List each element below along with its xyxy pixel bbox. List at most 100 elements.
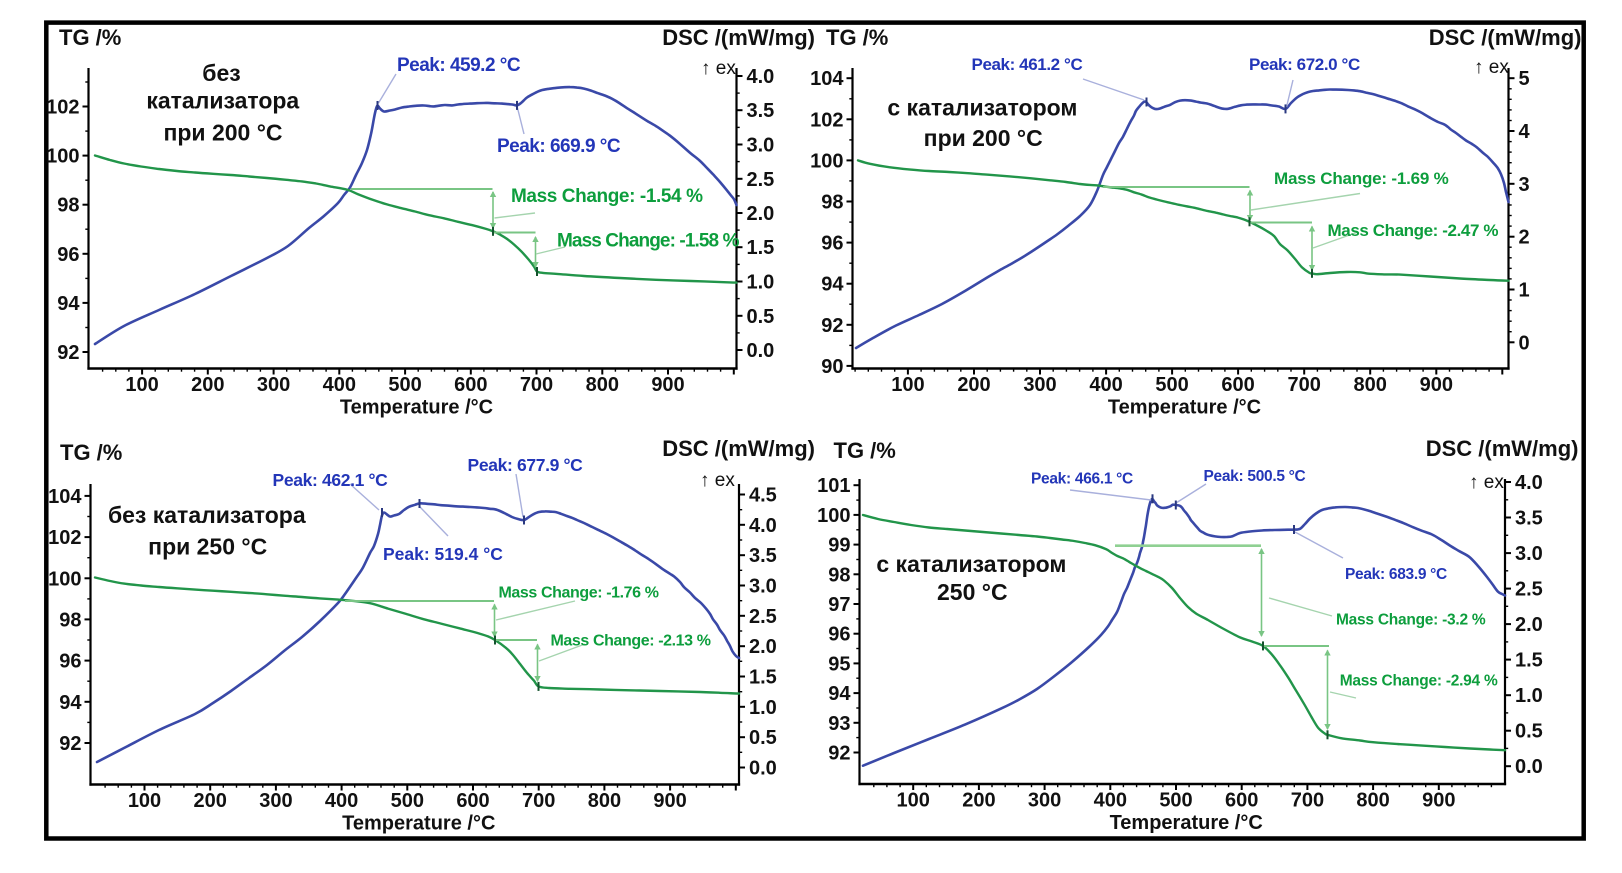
svg-text:0.0: 0.0 — [1515, 756, 1543, 778]
svg-text:96: 96 — [821, 233, 843, 255]
svg-text:0.5: 0.5 — [749, 727, 777, 749]
svg-text:0: 0 — [1519, 332, 1530, 354]
svg-text:200: 200 — [194, 790, 227, 812]
svg-text:1.0: 1.0 — [749, 697, 777, 719]
svg-text:800: 800 — [1356, 790, 1389, 812]
svg-text:4: 4 — [1519, 121, 1531, 143]
svg-text:97: 97 — [828, 594, 850, 616]
svg-text:700: 700 — [520, 374, 553, 396]
svg-text:100: 100 — [46, 146, 79, 168]
svg-text:200: 200 — [191, 374, 224, 396]
svg-text:4.0: 4.0 — [747, 66, 775, 88]
svg-text:700: 700 — [522, 790, 555, 812]
svg-text:DSC /(mW/mg): DSC /(mW/mg) — [1429, 25, 1582, 50]
svg-text:100: 100 — [817, 505, 850, 527]
svg-text:↑ ex: ↑ ex — [701, 58, 736, 79]
svg-text:200: 200 — [962, 790, 995, 812]
svg-text:2.5: 2.5 — [1515, 579, 1543, 601]
svg-text:96: 96 — [828, 624, 850, 646]
svg-text:96: 96 — [59, 651, 81, 673]
svg-text:TG /%: TG /% — [826, 25, 888, 50]
svg-text:900: 900 — [1420, 374, 1453, 396]
svg-text:Peak: 461.2 °C: Peak: 461.2 °C — [972, 55, 1083, 74]
svg-text:Peak: 672.0 °C: Peak: 672.0 °C — [1249, 55, 1360, 74]
svg-text:92: 92 — [828, 743, 850, 765]
svg-text:500: 500 — [1155, 374, 1188, 396]
svg-text:↑ ex: ↑ ex — [1469, 472, 1504, 493]
svg-text:98: 98 — [828, 564, 850, 586]
svg-text:3.5: 3.5 — [1515, 508, 1543, 530]
svg-text:96: 96 — [57, 244, 79, 266]
svg-text:TG /%: TG /% — [59, 25, 121, 50]
svg-text:↑ ex: ↑ ex — [700, 470, 735, 491]
svg-text:TG /%: TG /% — [834, 438, 896, 463]
svg-text:Mass Change: -3.2 %: Mass Change: -3.2 % — [1336, 612, 1486, 629]
svg-text:1: 1 — [1519, 280, 1530, 302]
svg-text:Peak: 500.5 °C: Peak: 500.5 °C — [1204, 468, 1306, 485]
svg-text:99: 99 — [828, 535, 850, 557]
svg-text:3.5: 3.5 — [747, 100, 775, 122]
svg-text:1.0: 1.0 — [1515, 685, 1543, 707]
svg-text:при 200 °C: при 200 °C — [924, 125, 1043, 151]
svg-text:2.5: 2.5 — [749, 606, 777, 628]
svg-text:Mass Change: -1.76 %: Mass Change: -1.76 % — [499, 585, 659, 602]
svg-text:2.5: 2.5 — [747, 169, 775, 191]
svg-text:300: 300 — [1028, 790, 1061, 812]
svg-text:300: 300 — [257, 374, 290, 396]
svg-text:95: 95 — [828, 653, 850, 675]
svg-text:катализатора: катализатора — [146, 88, 299, 114]
svg-text:300: 300 — [259, 790, 292, 812]
svg-text:100: 100 — [897, 790, 930, 812]
svg-text:900: 900 — [651, 374, 684, 396]
svg-text:Peak: 683.9 °C: Peak: 683.9 °C — [1345, 566, 1447, 583]
svg-text:Peak: 519.4 °C: Peak: 519.4 °C — [383, 544, 503, 564]
svg-text:102: 102 — [48, 527, 81, 549]
svg-text:3: 3 — [1519, 174, 1530, 196]
svg-text:1.0: 1.0 — [747, 272, 775, 294]
svg-text:500: 500 — [388, 374, 421, 396]
svg-text:200: 200 — [957, 374, 990, 396]
svg-text:4.5: 4.5 — [749, 485, 777, 507]
svg-text:250 °C: 250 °C — [937, 579, 1008, 605]
svg-text:2.0: 2.0 — [1515, 614, 1543, 636]
svg-text:Mass Change: -2.13 %: Mass Change: -2.13 % — [551, 633, 711, 650]
svg-text:2.0: 2.0 — [749, 636, 777, 658]
svg-text:Temperature /°C: Temperature /°C — [342, 813, 495, 835]
svg-text:600: 600 — [1225, 790, 1258, 812]
svg-text:2.0: 2.0 — [747, 203, 775, 225]
svg-text:Peak: 462.1 °C: Peak: 462.1 °C — [273, 470, 389, 490]
svg-text:3.5: 3.5 — [749, 545, 777, 567]
svg-text:93: 93 — [828, 713, 850, 735]
svg-text:Mass Change: -1.54 %: Mass Change: -1.54 % — [511, 186, 703, 207]
svg-text:900: 900 — [653, 790, 686, 812]
svg-text:600: 600 — [1221, 374, 1254, 396]
svg-text:800: 800 — [588, 790, 621, 812]
svg-text:92: 92 — [59, 733, 81, 755]
svg-text:100: 100 — [128, 790, 161, 812]
svg-text:с катализатором: с катализатором — [876, 551, 1066, 577]
svg-text:500: 500 — [1159, 790, 1192, 812]
svg-text:98: 98 — [59, 609, 81, 631]
svg-text:94: 94 — [828, 683, 851, 705]
svg-text:DSC /(mW/mg): DSC /(mW/mg) — [1426, 436, 1579, 461]
svg-text:0.5: 0.5 — [1515, 721, 1543, 743]
svg-text:0.5: 0.5 — [747, 306, 775, 328]
svg-text:Temperature /°C: Temperature /°C — [1110, 812, 1263, 834]
svg-text:400: 400 — [1089, 374, 1122, 396]
svg-text:0.0: 0.0 — [749, 758, 777, 780]
svg-text:100: 100 — [125, 374, 158, 396]
svg-text:700: 700 — [1291, 790, 1324, 812]
svg-text:104: 104 — [48, 486, 82, 508]
svg-text:при 250 °C: при 250 °C — [148, 534, 267, 560]
svg-text:при 200 °C: при 200 °C — [163, 120, 282, 146]
svg-text:без катализатора: без катализатора — [108, 502, 306, 528]
svg-text:94: 94 — [821, 274, 844, 296]
svg-text:90: 90 — [821, 356, 843, 378]
svg-text:Peak: 466.1 °C: Peak: 466.1 °C — [1031, 471, 1133, 488]
svg-text:100: 100 — [810, 150, 843, 172]
svg-text:1.5: 1.5 — [747, 237, 775, 259]
svg-text:102: 102 — [46, 97, 79, 119]
svg-text:Temperature /°C: Temperature /°C — [1108, 397, 1261, 419]
svg-text:900: 900 — [1422, 790, 1455, 812]
svg-text:Peak: 677.9 °C: Peak: 677.9 °C — [468, 455, 584, 475]
